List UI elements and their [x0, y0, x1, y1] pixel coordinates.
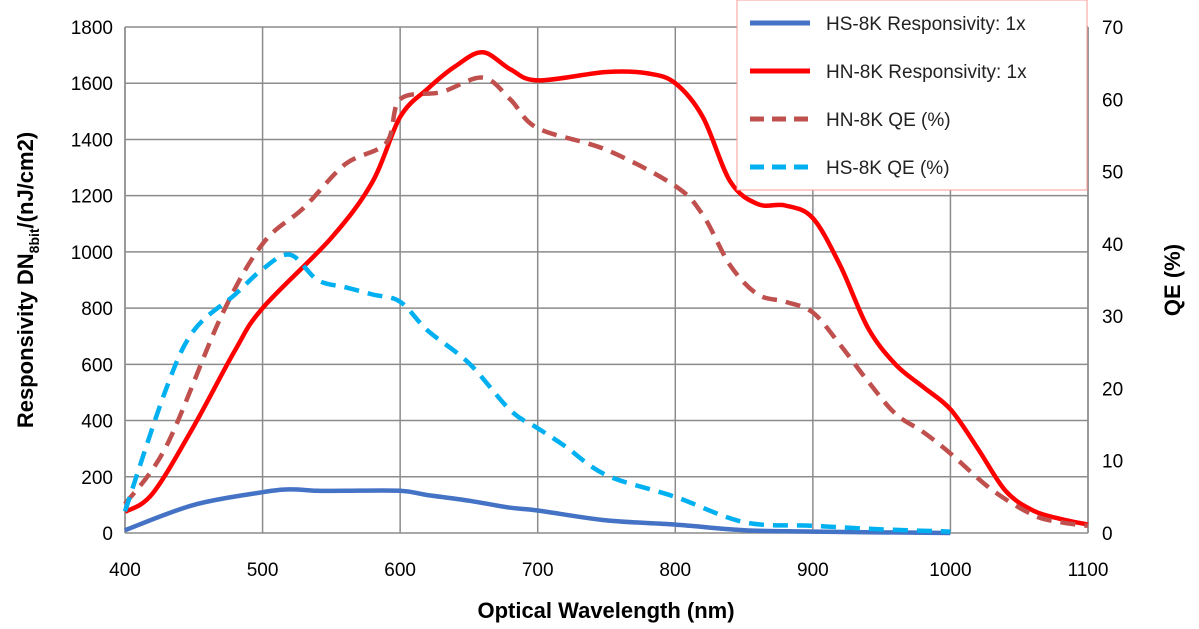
right-y-tick-label: 50: [1102, 163, 1123, 184]
right-y-axis-title: QE (%): [1160, 244, 1185, 316]
left-y-axis-title: Responsivity DN8bit/(nJ/cm2): [13, 132, 42, 428]
x-tick-label: 1100: [1068, 560, 1109, 581]
left-y-tick-label: 1400: [71, 130, 113, 151]
x-tick-label: 700: [522, 560, 554, 581]
x-tick-label: 800: [659, 560, 691, 581]
right-y-tick-label: 60: [1102, 90, 1123, 111]
hs-8k-qe-legend-label: HS-8K QE (%): [826, 158, 950, 179]
left-y-axis-title-main: Responsivity DN: [13, 253, 38, 428]
x-tick-label: 1000: [929, 560, 971, 581]
right-y-axis-ticks: 0 10 20 30 40 50 60 70: [1102, 18, 1123, 545]
x-tick-label: 900: [797, 560, 829, 581]
x-tick-label: 400: [109, 560, 141, 581]
series-lines: [122, 50, 1089, 536]
hn-8k-qe-legend-label: HN-8K QE (%): [826, 110, 951, 131]
left-y-tick-label: 800: [81, 299, 113, 320]
x-tick-label: 500: [247, 560, 279, 581]
right-y-tick-label: 20: [1102, 379, 1123, 400]
hn-8k-qe-line: [123, 75, 1089, 529]
left-y-axis-title-sub: 8bit: [26, 228, 42, 253]
right-y-tick-label: 0: [1102, 524, 1113, 545]
left-y-axis-ticks: 0 200 400 600 800 1000 1200 1400 1600 1800: [71, 18, 113, 545]
x-tick-label: 600: [384, 560, 416, 581]
left-y-tick-label: 600: [81, 355, 113, 376]
right-y-tick-label: 40: [1102, 235, 1123, 256]
left-y-axis-title-rest: /(nJ/cm2): [13, 132, 38, 229]
left-y-tick-label: 200: [81, 468, 113, 489]
right-y-tick-label: 30: [1102, 307, 1123, 328]
left-y-tick-label: 0: [102, 524, 113, 545]
left-y-tick-label: 1200: [71, 187, 113, 208]
hs-8k-responsivity-line: [124, 487, 951, 536]
hn-8k-responsivity-legend-label: HN-8K Responsivity: 1x: [826, 62, 1027, 83]
legend: HS-8K Responsivity: 1x HN-8K Responsivity…: [736, 0, 1088, 191]
hs-8k-qe-line: [122, 252, 951, 534]
hs-8k-responsivity-legend-label: HS-8K Responsivity: 1x: [826, 14, 1026, 35]
left-y-tick-label: 1600: [71, 74, 113, 95]
hn-8k-responsivity-line: [123, 50, 1089, 527]
legend-box: [736, 0, 1088, 191]
left-y-tick-label: 1800: [71, 18, 113, 39]
right-y-tick-label: 70: [1102, 18, 1123, 39]
left-y-tick-label: 1000: [71, 243, 113, 264]
left-y-tick-label: 400: [81, 412, 113, 433]
right-y-tick-label: 10: [1102, 452, 1123, 473]
x-axis-title: Optical Wavelength (nm): [477, 598, 734, 623]
x-axis-ticks: 400 500 600 700 800 900 1000 1100: [109, 560, 1108, 581]
